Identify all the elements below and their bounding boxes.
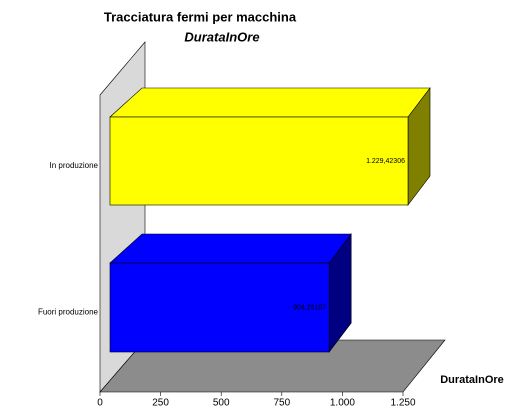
bar: [109, 116, 409, 206]
chart-title: Tracciatura fermi per macchina: [104, 9, 297, 24]
x-tick-label: 1.000: [330, 398, 355, 408]
x-tick-label: 250: [152, 398, 169, 408]
value-label: 1.229,42306: [366, 158, 405, 165]
bar-top: [109, 87, 431, 118]
x-tick-label: 750: [273, 398, 290, 408]
x-tick-label: 1.250: [390, 398, 415, 408]
x-tick-label: 500: [213, 398, 230, 408]
category-label: In produzione: [50, 161, 99, 170]
chart-subtitle: DurataInOre: [184, 29, 259, 44]
x-axis-label: DurataInOre: [440, 374, 504, 386]
category-label: Fuori produzione: [38, 308, 99, 317]
x-tick-label: 0: [97, 398, 103, 408]
bar-top: [109, 233, 352, 264]
value-label: 904,26107: [293, 304, 326, 311]
bar: [109, 262, 330, 353]
floor: [99, 339, 446, 393]
